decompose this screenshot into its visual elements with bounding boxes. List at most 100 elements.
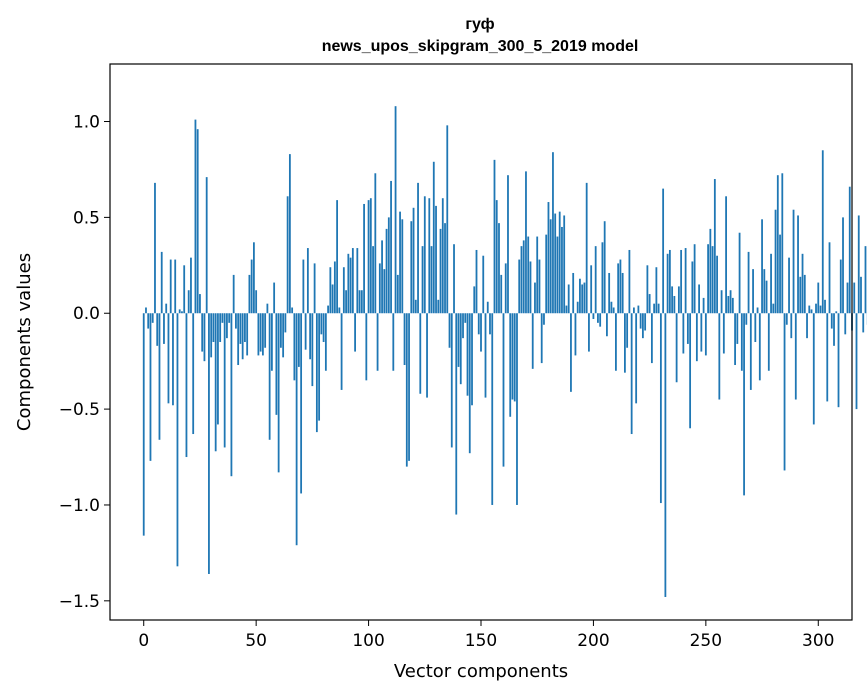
bar-63 bbox=[284, 313, 287, 333]
bar-126 bbox=[426, 313, 428, 398]
bar-115 bbox=[401, 219, 404, 314]
bar-291 bbox=[797, 215, 799, 314]
bar-104 bbox=[376, 313, 379, 371]
bar-227 bbox=[653, 303, 656, 314]
bar-79 bbox=[320, 313, 323, 335]
chart-title: гуф bbox=[465, 16, 494, 33]
bar-4 bbox=[151, 313, 154, 323]
bar-186 bbox=[561, 226, 563, 314]
bar-172 bbox=[529, 261, 532, 314]
bar-288 bbox=[790, 313, 793, 339]
bar-87 bbox=[338, 307, 341, 314]
bar-268 bbox=[745, 313, 748, 325]
bar-320 bbox=[862, 313, 865, 333]
bar-215 bbox=[626, 313, 629, 348]
bar-22 bbox=[192, 313, 195, 435]
bar-31 bbox=[212, 313, 215, 342]
bar-108 bbox=[385, 228, 388, 314]
y-axis-label: Components values bbox=[14, 253, 35, 431]
bar-211 bbox=[617, 263, 620, 314]
bar-91 bbox=[347, 253, 350, 314]
bar-283 bbox=[779, 234, 781, 314]
bar-9 bbox=[163, 313, 165, 344]
bar-259 bbox=[725, 196, 727, 314]
bar-202 bbox=[597, 313, 599, 323]
bar-17 bbox=[181, 311, 183, 314]
bar-80 bbox=[322, 313, 325, 342]
bar-37 bbox=[226, 313, 228, 339]
bar-249 bbox=[702, 297, 705, 314]
bar-98 bbox=[363, 203, 365, 314]
bar-21 bbox=[190, 257, 192, 314]
bar-146 bbox=[471, 313, 473, 406]
bar-139 bbox=[455, 313, 458, 515]
bar-302 bbox=[821, 150, 824, 314]
bar-282 bbox=[776, 175, 779, 314]
bar-122 bbox=[417, 182, 419, 314]
x-axis-label: Vector components bbox=[394, 661, 568, 682]
bar-11 bbox=[167, 313, 170, 404]
bar-121 bbox=[414, 299, 417, 314]
bar-313 bbox=[846, 282, 849, 314]
bar-114 bbox=[399, 211, 401, 314]
bar-155 bbox=[491, 313, 494, 505]
bar-261 bbox=[729, 290, 732, 314]
bar-27 bbox=[203, 313, 206, 362]
bar-226 bbox=[650, 313, 653, 364]
bar-32 bbox=[214, 313, 217, 452]
bar-217 bbox=[630, 313, 633, 435]
bar-174 bbox=[534, 282, 536, 314]
bar-264 bbox=[736, 313, 739, 344]
bar-294 bbox=[803, 274, 806, 314]
x-tick-label: 250 bbox=[690, 631, 722, 651]
bar-141 bbox=[459, 313, 462, 385]
bar-216 bbox=[628, 249, 631, 314]
bar-314 bbox=[848, 186, 851, 314]
bar-58 bbox=[273, 282, 276, 314]
bar-310 bbox=[839, 259, 842, 314]
bar-125 bbox=[423, 196, 426, 314]
bar-51 bbox=[257, 313, 260, 356]
bar-306 bbox=[830, 313, 833, 329]
bar-92 bbox=[349, 257, 352, 314]
bar-303 bbox=[824, 299, 826, 314]
bar-130 bbox=[435, 205, 437, 314]
bar-225 bbox=[648, 294, 651, 314]
bar-142 bbox=[462, 313, 464, 339]
bar-67 bbox=[293, 313, 296, 381]
bars bbox=[142, 106, 867, 597]
bar-33 bbox=[217, 313, 219, 425]
bar-30 bbox=[210, 313, 213, 358]
bar-61 bbox=[279, 313, 282, 348]
x-tick-label: 0 bbox=[138, 631, 149, 651]
bar-238 bbox=[677, 286, 680, 314]
bar-106 bbox=[381, 240, 383, 314]
bar-177 bbox=[540, 313, 543, 364]
bar-244 bbox=[691, 261, 694, 314]
bar-206 bbox=[606, 313, 608, 337]
bar-73 bbox=[306, 248, 309, 314]
bar-82 bbox=[327, 305, 329, 314]
bar-312 bbox=[844, 313, 847, 335]
bar-143 bbox=[464, 313, 467, 323]
bar-175 bbox=[536, 236, 539, 314]
bar-277 bbox=[765, 280, 768, 314]
bar-189 bbox=[567, 284, 570, 314]
bar-119 bbox=[410, 221, 413, 314]
bar-54 bbox=[264, 313, 267, 348]
bar-298 bbox=[812, 313, 815, 425]
bar-274 bbox=[758, 313, 761, 381]
bar-246 bbox=[695, 313, 698, 362]
bar-55 bbox=[266, 303, 269, 314]
bar-128 bbox=[430, 246, 433, 314]
bar-147 bbox=[473, 286, 476, 314]
bar-253 bbox=[711, 246, 714, 314]
bar-234 bbox=[668, 249, 671, 314]
bar-195 bbox=[581, 284, 584, 314]
bar-184 bbox=[556, 236, 559, 314]
bar-297 bbox=[810, 309, 813, 314]
bar-210 bbox=[615, 313, 617, 371]
bar-48 bbox=[250, 259, 253, 314]
bar-93 bbox=[351, 248, 354, 314]
bar-8 bbox=[160, 251, 163, 314]
